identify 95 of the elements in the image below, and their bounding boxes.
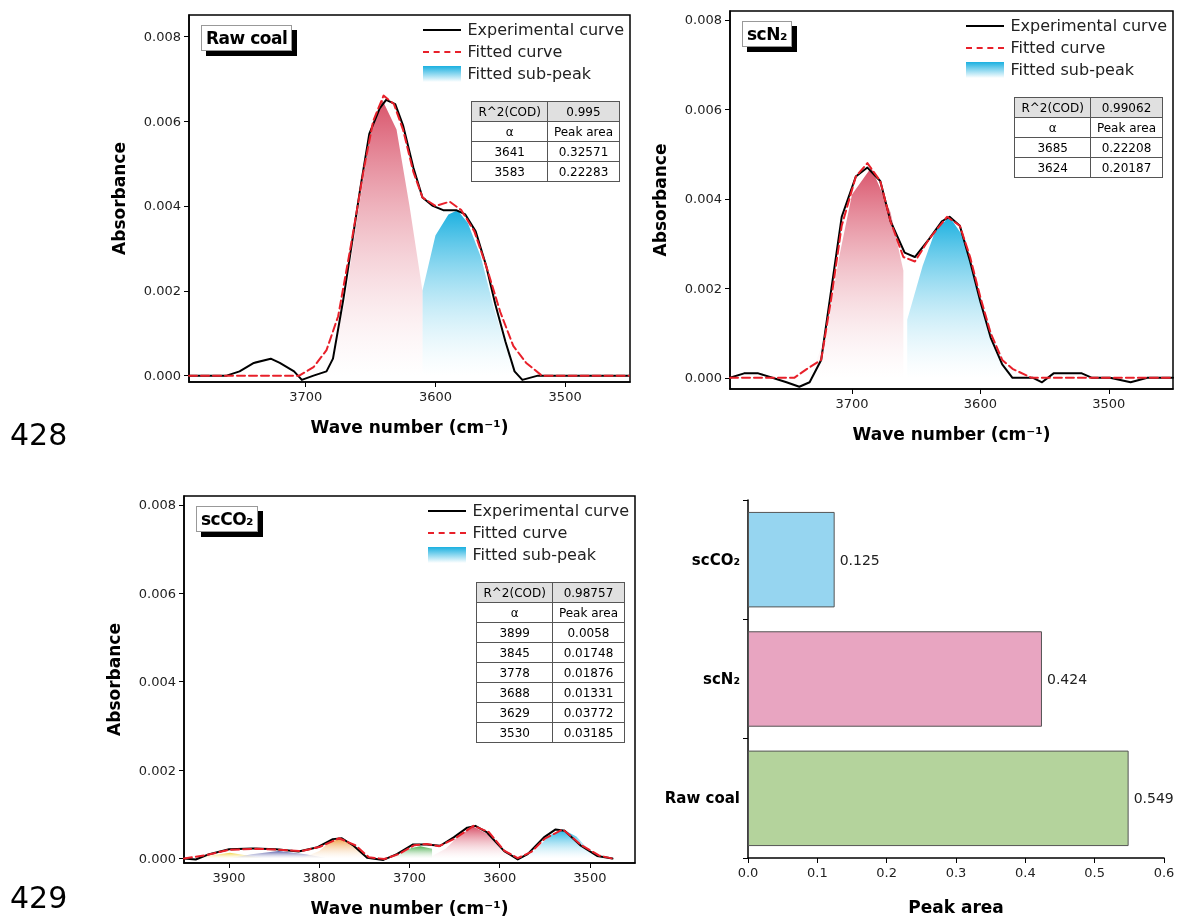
annotation: Peak area (547, 121, 620, 142)
x-tick-label: 0.2 (876, 865, 898, 880)
annotation: 0.99062 (1090, 97, 1163, 118)
y-tick-label: 0.008 (143, 28, 181, 44)
data-label: 0.549 (1133, 790, 1174, 807)
annotation: 0.22208 (1090, 137, 1163, 158)
annotation: 0.32571 (547, 141, 620, 162)
annotation: 0.01331 (552, 682, 625, 703)
annotation: Peak area (1090, 117, 1163, 138)
annotation: 3845 (476, 642, 553, 663)
text: scN₂ (742, 21, 792, 47)
text: 429 (10, 880, 68, 915)
annotation: 0.98757 (552, 582, 625, 603)
legend-label: Fitted curve (467, 41, 563, 63)
annotation: 3899 (476, 622, 553, 643)
x-axis-title: Wave number (cm⁻¹) (310, 416, 509, 437)
annotation: 3688 (476, 682, 553, 703)
x-tick-label: 3600 (963, 396, 997, 411)
x-tick-label: 3500 (1092, 396, 1126, 411)
x-axis-title: Peak area (908, 896, 1004, 917)
x-tick-label: 3700 (392, 870, 427, 885)
annotation: 0.0058 (552, 622, 625, 643)
annotation: α (476, 602, 553, 623)
annotation: R^2(COD) (1014, 97, 1091, 118)
y-tick-label: 0.004 (138, 674, 176, 690)
x-tick-label: 3500 (548, 389, 582, 404)
y-axis-title: Absorbance (649, 143, 670, 257)
y-tick-label: 0.004 (684, 191, 722, 207)
annotation: 3641 (471, 141, 548, 162)
legend-label: Fitted curve (472, 522, 568, 544)
x-tick-label: 3600 (483, 870, 517, 885)
x-tick-label: 3800 (302, 870, 336, 885)
legend-label: Fitted sub-peak (1010, 59, 1134, 81)
annotation: 3530 (476, 722, 553, 743)
bar (748, 750, 1129, 847)
annotation: 3629 (476, 702, 553, 723)
y-axis-title: Absorbance (108, 142, 129, 255)
x-axis-title: Wave number (cm⁻¹) (310, 897, 509, 918)
y-tick-label: scN₂ (703, 670, 740, 688)
y-tick-label: 0.008 (138, 497, 176, 513)
y-tick-label: 0.000 (684, 370, 722, 386)
y-tick-label: 0.004 (143, 198, 181, 214)
annotation: 0.03772 (552, 702, 625, 723)
x-tick-label: 3900 (212, 870, 246, 885)
y-tick-label: 0.002 (143, 283, 181, 299)
annotation: 0.01876 (552, 662, 625, 683)
legend-label: Experimental curve (1010, 15, 1167, 37)
y-tick-label: 0.002 (684, 280, 722, 296)
legend-label: Experimental curve (472, 500, 629, 522)
y-tick-label: 0.000 (138, 851, 176, 867)
annotation: 0.03185 (552, 722, 625, 743)
x-tick-label: 3500 (573, 870, 607, 885)
x-tick-label: 3700 (835, 396, 869, 411)
x-tick-label: 0.4 (1014, 865, 1036, 880)
x-tick-label: 3600 (418, 389, 452, 404)
annotation: 3685 (1014, 137, 1091, 158)
x-tick-label: 0.3 (945, 865, 967, 880)
data-label: 0.125 (839, 551, 880, 568)
bar (748, 511, 835, 608)
legend-label: Experimental curve (467, 19, 624, 41)
x-tick-label: 0.5 (1084, 865, 1106, 880)
x-tick-label: 3700 (289, 389, 323, 404)
annotation: 0.01748 (552, 642, 625, 663)
y-axis-title: Absorbance (103, 623, 124, 736)
legend-label: Fitted sub-peak (467, 63, 591, 85)
annotation: R^2(COD) (471, 101, 548, 122)
y-tick-label: scCO₂ (691, 550, 740, 569)
annotation: 3778 (476, 662, 553, 683)
y-tick-label: 0.008 (684, 12, 722, 28)
y-tick-label: 0.002 (138, 762, 176, 778)
y-tick-label: Raw coal (664, 789, 740, 808)
annotation: Peak area (552, 602, 625, 623)
x-tick-label: 0.0 (737, 865, 759, 880)
annotation: 0.20187 (1090, 157, 1163, 178)
y-tick-label: 0.006 (143, 113, 181, 129)
annotation: 3583 (471, 161, 548, 182)
annotation: R^2(COD) (476, 582, 553, 603)
legend-label: Fitted sub-peak (472, 544, 596, 566)
data-label: 0.424 (1046, 671, 1088, 687)
y-tick-label: 0.006 (138, 585, 176, 601)
annotation: 0.995 (547, 101, 620, 122)
y-tick-label: 0.000 (143, 368, 181, 384)
annotation: α (1014, 117, 1091, 138)
y-tick-label: 0.006 (684, 101, 722, 117)
legend-label: Fitted curve (1010, 37, 1106, 59)
text: 428 (10, 417, 68, 452)
text: scCO₂ (196, 506, 259, 532)
x-axis-title: Wave number (cm⁻¹) (852, 423, 1051, 444)
annotation: 3624 (1014, 157, 1091, 178)
bar (748, 631, 1042, 727)
annotation: α (471, 121, 548, 142)
text: Raw coal (201, 25, 293, 51)
x-tick-label: 0.1 (806, 865, 828, 880)
annotation: 0.22283 (547, 161, 620, 182)
x-tick-label: 0.6 (1153, 865, 1175, 880)
